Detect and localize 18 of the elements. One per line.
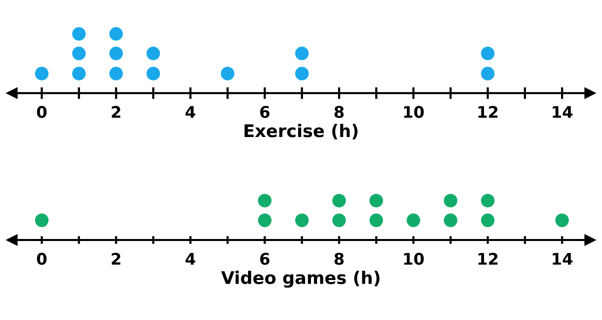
x-tick-label: 12 [478, 106, 498, 118]
x-tick-label: 14 [552, 252, 572, 265]
x-tick-label: 10 [404, 106, 424, 118]
x-tick-label: 2 [112, 106, 120, 118]
x-tick-label: 2 [112, 252, 120, 265]
x-tick-label: 14 [552, 106, 572, 118]
x-axis-title: Video games (h) [221, 270, 380, 288]
x-tick-label: 0 [36, 252, 47, 265]
x-tick-label: 0 [36, 106, 47, 118]
x-tick-label: 4 [186, 106, 196, 118]
x-tick-label: 8 [334, 106, 344, 118]
x-tick-label: 8 [334, 252, 344, 265]
x-tick-label: 6 [260, 106, 270, 118]
x-tick-label: 10 [404, 252, 424, 265]
x-tick-label: 6 [260, 252, 270, 265]
x-tick-label: 4 [186, 252, 196, 265]
x-axis-title: Exercise (h) [244, 124, 358, 140]
x-tick-label: 12 [478, 252, 498, 265]
